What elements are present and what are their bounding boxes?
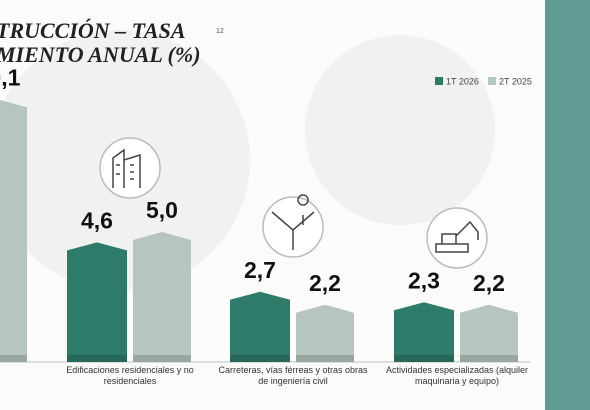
value-label: 2,2 xyxy=(309,270,341,296)
bar-base xyxy=(296,355,354,362)
value-label: 2,2 xyxy=(473,270,505,296)
legend-swatch xyxy=(435,77,443,85)
bar-base xyxy=(0,355,27,362)
bar-base xyxy=(133,355,191,362)
bar-base xyxy=(460,355,518,362)
value-label: 2,3 xyxy=(408,267,440,293)
bar xyxy=(394,302,454,362)
bar xyxy=(230,291,290,362)
bar xyxy=(133,232,191,362)
bar-base xyxy=(394,355,454,362)
value-label: 5,0 xyxy=(146,197,178,223)
x-tick-label: Carreteras, vías férreas y otras obras d… xyxy=(218,365,368,386)
icon xyxy=(99,137,488,269)
title: TRUCCIÓN – TASA xyxy=(0,18,186,43)
bg-circle xyxy=(305,35,495,225)
bar xyxy=(296,304,354,362)
title: MIENTO ANUAL (%) xyxy=(0,42,201,67)
bar xyxy=(67,242,127,362)
side-strip xyxy=(545,0,590,410)
value-label: 2,7 xyxy=(244,257,276,283)
x-tick-label: Edificaciones residenciales y no residen… xyxy=(66,365,194,386)
bar-base xyxy=(67,355,127,362)
legend-swatch xyxy=(488,77,496,85)
x-tick-label: Actividades especializadas (alquiler maq… xyxy=(385,365,529,386)
bar-base xyxy=(230,355,290,362)
value-label: 10,1 xyxy=(0,64,21,90)
value-label: 4,6 xyxy=(81,207,113,233)
bar xyxy=(460,304,518,362)
bar xyxy=(0,99,27,362)
legend-label: 1T 2026 xyxy=(446,76,479,86)
annotation: 12 xyxy=(216,28,224,35)
legend-label: 2T 2025 xyxy=(499,76,532,86)
